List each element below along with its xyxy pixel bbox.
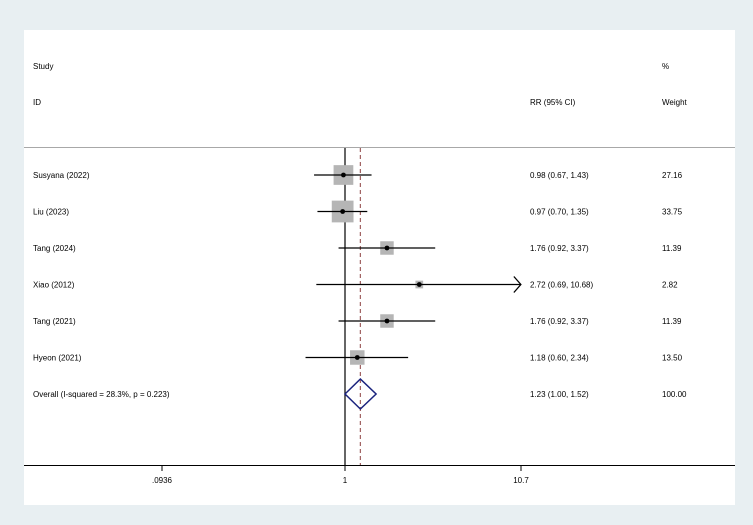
point-estimate	[384, 318, 390, 324]
point-estimate	[340, 209, 346, 214]
study-weight-text: 13.50	[662, 354, 683, 363]
header-weight: Weight	[662, 98, 688, 107]
header-percent: %	[662, 62, 669, 71]
study-ci-text: 1.76 (0.92, 3.37)	[530, 244, 589, 253]
overall-ci-text: 1.23 (1.00, 1.52)	[530, 390, 589, 399]
point-estimate	[416, 282, 422, 287]
ci-arrow	[513, 276, 522, 293]
study-ci-text: 0.98 (0.67, 1.43)	[530, 171, 589, 180]
x-tick-label: 1	[343, 476, 348, 485]
study-label: Hyeon (2021)	[33, 354, 82, 363]
study-ci-text: 1.76 (0.92, 3.37)	[530, 317, 589, 326]
study-ci-text: 1.18 (0.60, 2.34)	[530, 354, 589, 363]
study-rows: Susyana (2022) 0.98 (0.67, 1.43) 27.16 Liu …	[33, 171, 687, 399]
forest-marks	[305, 148, 522, 465]
point-estimate	[341, 172, 346, 178]
study-weight-text: 33.75	[662, 208, 683, 217]
point-estimate	[384, 245, 390, 251]
study-label: Xiao (2012)	[33, 281, 75, 290]
plot-panel	[24, 30, 735, 505]
study-label: Susyana (2022)	[33, 171, 90, 180]
overall-diamond	[343, 377, 378, 411]
point-estimate	[354, 355, 360, 360]
overall-weight-text: 100.00	[662, 390, 687, 399]
overall-label: Overall (I-squared = 28.3%, p = 0.223)	[33, 390, 170, 399]
study-ci-text: 2.72 (0.69, 10.68)	[530, 281, 593, 290]
header-study: Study	[33, 62, 53, 71]
study-label: Liu (2023)	[33, 208, 69, 217]
study-weight-text: 27.16	[662, 171, 683, 180]
header-id: ID	[33, 98, 41, 107]
study-weight-text: 11.39	[662, 244, 682, 253]
x-axis-ticks: .0936 1 10.7	[152, 465, 529, 485]
study-ci-text: 0.97 (0.70, 1.35)	[530, 208, 589, 217]
x-tick-label: 10.7	[513, 476, 529, 485]
study-weight-text: 11.39	[662, 317, 682, 326]
study-weight-text: 2.82	[662, 281, 678, 290]
header-rr-ci: RR (95% CI)	[530, 98, 576, 107]
study-label: Tang (2024)	[33, 244, 76, 253]
study-label: Tang (2021)	[33, 317, 76, 326]
x-tick-label: .0936	[152, 476, 173, 485]
